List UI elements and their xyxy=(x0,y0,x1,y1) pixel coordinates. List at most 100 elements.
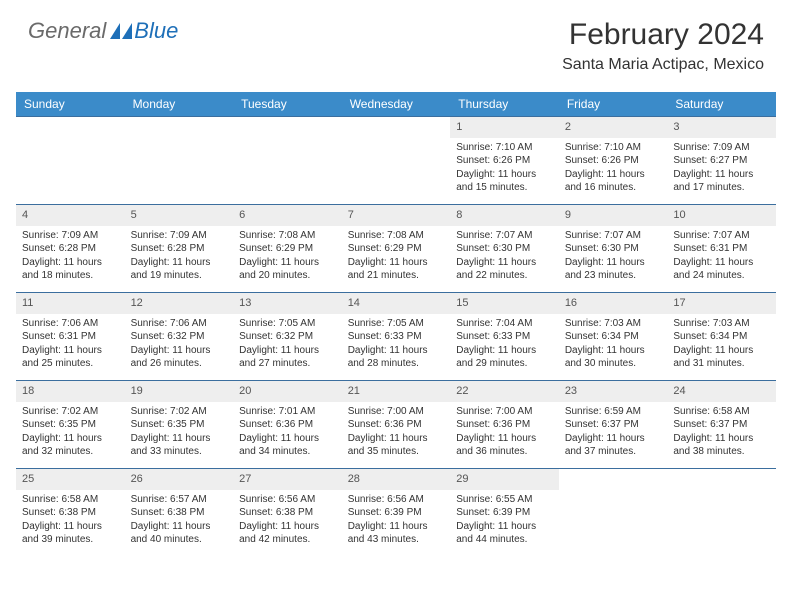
day-number: 23 xyxy=(559,381,668,402)
weekday-header: Tuesday xyxy=(233,92,342,117)
calendar-row: 1Sunrise: 7:10 AMSunset: 6:26 PMDaylight… xyxy=(16,117,776,205)
daylight-text: Daylight: 11 hours and 39 minutes. xyxy=(22,520,119,547)
day-number: 5 xyxy=(125,205,234,226)
daylight-text: Daylight: 11 hours and 22 minutes. xyxy=(456,256,553,283)
day-details: Sunrise: 7:06 AMSunset: 6:32 PMDaylight:… xyxy=(125,314,234,375)
day-details: Sunrise: 7:09 AMSunset: 6:28 PMDaylight:… xyxy=(16,226,125,287)
calendar-day-cell: 7Sunrise: 7:08 AMSunset: 6:29 PMDaylight… xyxy=(342,205,451,293)
weekday-header: Thursday xyxy=(450,92,559,117)
day-details: Sunrise: 7:05 AMSunset: 6:33 PMDaylight:… xyxy=(342,314,451,375)
day-number: 20 xyxy=(233,381,342,402)
sunrise-text: Sunrise: 6:56 AM xyxy=(348,493,445,507)
day-details: Sunrise: 6:59 AMSunset: 6:37 PMDaylight:… xyxy=(559,402,668,463)
day-details: Sunrise: 7:03 AMSunset: 6:34 PMDaylight:… xyxy=(667,314,776,375)
sunrise-text: Sunrise: 6:59 AM xyxy=(565,405,662,419)
daylight-text: Daylight: 11 hours and 27 minutes. xyxy=(239,344,336,371)
calendar-day-cell: 29Sunrise: 6:55 AMSunset: 6:39 PMDayligh… xyxy=(450,469,559,557)
calendar-day-cell: 8Sunrise: 7:07 AMSunset: 6:30 PMDaylight… xyxy=(450,205,559,293)
sunrise-text: Sunrise: 7:06 AM xyxy=(131,317,228,331)
sunset-text: Sunset: 6:30 PM xyxy=(456,242,553,256)
day-number: 16 xyxy=(559,293,668,314)
weekday-header: Sunday xyxy=(16,92,125,117)
sunset-text: Sunset: 6:28 PM xyxy=(22,242,119,256)
daylight-text: Daylight: 11 hours and 18 minutes. xyxy=(22,256,119,283)
calendar-day-cell: 13Sunrise: 7:05 AMSunset: 6:32 PMDayligh… xyxy=(233,293,342,381)
daylight-text: Daylight: 11 hours and 25 minutes. xyxy=(22,344,119,371)
sunrise-text: Sunrise: 6:57 AM xyxy=(131,493,228,507)
calendar-day-cell: 6Sunrise: 7:08 AMSunset: 6:29 PMDaylight… xyxy=(233,205,342,293)
daylight-text: Daylight: 11 hours and 16 minutes. xyxy=(565,168,662,195)
title-block: February 2024 Santa Maria Actipac, Mexic… xyxy=(562,18,764,74)
daylight-text: Daylight: 11 hours and 43 minutes. xyxy=(348,520,445,547)
sunset-text: Sunset: 6:28 PM xyxy=(131,242,228,256)
day-details: Sunrise: 7:09 AMSunset: 6:27 PMDaylight:… xyxy=(667,138,776,199)
day-number: 21 xyxy=(342,381,451,402)
daylight-text: Daylight: 11 hours and 37 minutes. xyxy=(565,432,662,459)
calendar-day-cell: 9Sunrise: 7:07 AMSunset: 6:30 PMDaylight… xyxy=(559,205,668,293)
day-details: Sunrise: 7:08 AMSunset: 6:29 PMDaylight:… xyxy=(233,226,342,287)
calendar-empty-cell xyxy=(16,117,125,205)
calendar-day-cell: 27Sunrise: 6:56 AMSunset: 6:38 PMDayligh… xyxy=(233,469,342,557)
sunset-text: Sunset: 6:31 PM xyxy=(22,330,119,344)
sunrise-text: Sunrise: 7:10 AM xyxy=(456,141,553,155)
sunset-text: Sunset: 6:37 PM xyxy=(565,418,662,432)
day-details: Sunrise: 6:56 AMSunset: 6:38 PMDaylight:… xyxy=(233,490,342,551)
sunrise-text: Sunrise: 7:01 AM xyxy=(239,405,336,419)
weekday-header-row: SundayMondayTuesdayWednesdayThursdayFrid… xyxy=(16,92,776,117)
daylight-text: Daylight: 11 hours and 32 minutes. xyxy=(22,432,119,459)
daylight-text: Daylight: 11 hours and 19 minutes. xyxy=(131,256,228,283)
calendar-day-cell: 28Sunrise: 6:56 AMSunset: 6:39 PMDayligh… xyxy=(342,469,451,557)
calendar-day-cell: 1Sunrise: 7:10 AMSunset: 6:26 PMDaylight… xyxy=(450,117,559,205)
calendar-empty-cell xyxy=(559,469,668,557)
logo-text-blue: Blue xyxy=(134,18,178,44)
sunrise-text: Sunrise: 6:58 AM xyxy=(22,493,119,507)
sunset-text: Sunset: 6:38 PM xyxy=(22,506,119,520)
calendar-day-cell: 12Sunrise: 7:06 AMSunset: 6:32 PMDayligh… xyxy=(125,293,234,381)
calendar-day-cell: 10Sunrise: 7:07 AMSunset: 6:31 PMDayligh… xyxy=(667,205,776,293)
sunrise-text: Sunrise: 7:00 AM xyxy=(456,405,553,419)
calendar-day-cell: 5Sunrise: 7:09 AMSunset: 6:28 PMDaylight… xyxy=(125,205,234,293)
calendar-table: SundayMondayTuesdayWednesdayThursdayFrid… xyxy=(16,92,776,557)
daylight-text: Daylight: 11 hours and 23 minutes. xyxy=(565,256,662,283)
day-details: Sunrise: 7:09 AMSunset: 6:28 PMDaylight:… xyxy=(125,226,234,287)
calendar-row: 18Sunrise: 7:02 AMSunset: 6:35 PMDayligh… xyxy=(16,381,776,469)
day-number: 12 xyxy=(125,293,234,314)
sunrise-text: Sunrise: 7:08 AM xyxy=(239,229,336,243)
daylight-text: Daylight: 11 hours and 20 minutes. xyxy=(239,256,336,283)
daylight-text: Daylight: 11 hours and 34 minutes. xyxy=(239,432,336,459)
day-number: 24 xyxy=(667,381,776,402)
day-details: Sunrise: 7:04 AMSunset: 6:33 PMDaylight:… xyxy=(450,314,559,375)
daylight-text: Daylight: 11 hours and 24 minutes. xyxy=(673,256,770,283)
day-details: Sunrise: 7:07 AMSunset: 6:30 PMDaylight:… xyxy=(450,226,559,287)
sunset-text: Sunset: 6:29 PM xyxy=(239,242,336,256)
day-details: Sunrise: 7:06 AMSunset: 6:31 PMDaylight:… xyxy=(16,314,125,375)
calendar-day-cell: 16Sunrise: 7:03 AMSunset: 6:34 PMDayligh… xyxy=(559,293,668,381)
day-details: Sunrise: 7:00 AMSunset: 6:36 PMDaylight:… xyxy=(342,402,451,463)
sunrise-text: Sunrise: 7:07 AM xyxy=(673,229,770,243)
day-number: 27 xyxy=(233,469,342,490)
day-number: 15 xyxy=(450,293,559,314)
day-number: 28 xyxy=(342,469,451,490)
calendar-day-cell: 3Sunrise: 7:09 AMSunset: 6:27 PMDaylight… xyxy=(667,117,776,205)
day-details: Sunrise: 7:03 AMSunset: 6:34 PMDaylight:… xyxy=(559,314,668,375)
daylight-text: Daylight: 11 hours and 44 minutes. xyxy=(456,520,553,547)
daylight-text: Daylight: 11 hours and 38 minutes. xyxy=(673,432,770,459)
day-details: Sunrise: 7:00 AMSunset: 6:36 PMDaylight:… xyxy=(450,402,559,463)
day-number: 25 xyxy=(16,469,125,490)
day-number: 18 xyxy=(16,381,125,402)
sunset-text: Sunset: 6:37 PM xyxy=(673,418,770,432)
calendar-row: 11Sunrise: 7:06 AMSunset: 6:31 PMDayligh… xyxy=(16,293,776,381)
day-details: Sunrise: 7:08 AMSunset: 6:29 PMDaylight:… xyxy=(342,226,451,287)
calendar-day-cell: 15Sunrise: 7:04 AMSunset: 6:33 PMDayligh… xyxy=(450,293,559,381)
sunrise-text: Sunrise: 7:03 AM xyxy=(565,317,662,331)
sunset-text: Sunset: 6:35 PM xyxy=(22,418,119,432)
sunset-text: Sunset: 6:38 PM xyxy=(131,506,228,520)
sunset-text: Sunset: 6:39 PM xyxy=(456,506,553,520)
day-number: 1 xyxy=(450,117,559,138)
day-number: 2 xyxy=(559,117,668,138)
day-details: Sunrise: 7:05 AMSunset: 6:32 PMDaylight:… xyxy=(233,314,342,375)
weekday-header: Saturday xyxy=(667,92,776,117)
calendar-body: 1Sunrise: 7:10 AMSunset: 6:26 PMDaylight… xyxy=(16,117,776,557)
day-number: 7 xyxy=(342,205,451,226)
calendar-day-cell: 22Sunrise: 7:00 AMSunset: 6:36 PMDayligh… xyxy=(450,381,559,469)
